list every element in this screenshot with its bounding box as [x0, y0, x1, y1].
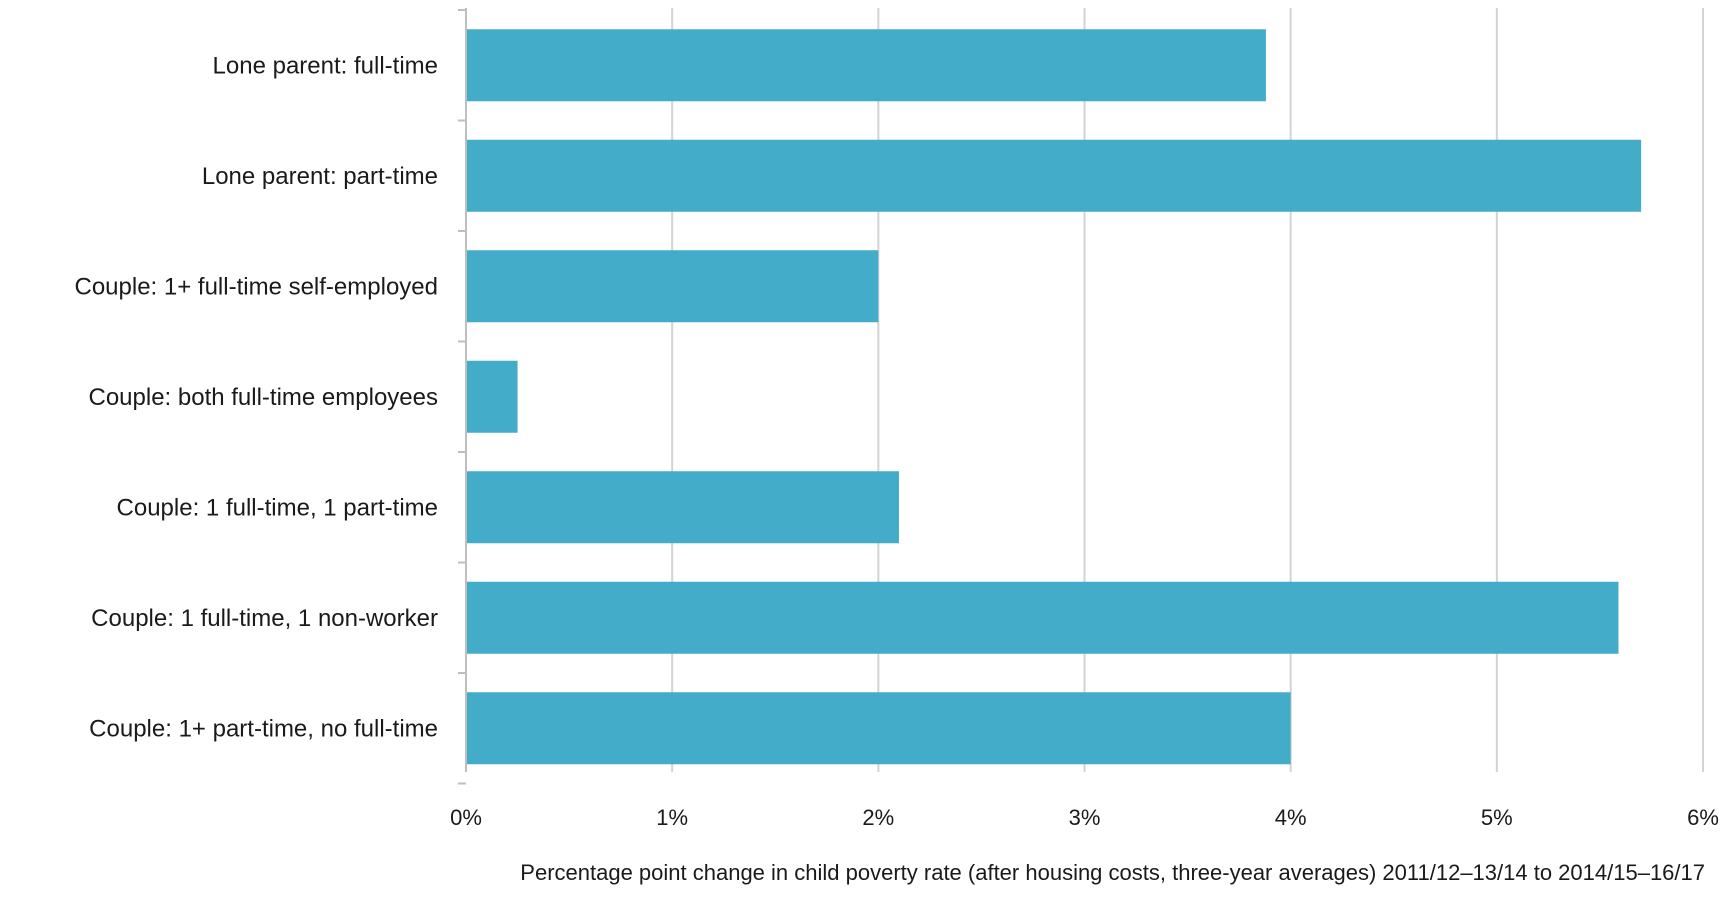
category-label: Couple: 1 full-time, 1 non-worker — [91, 605, 438, 632]
x-tick-label: 3% — [1069, 805, 1101, 830]
category-label: Couple: 1+ full-time self-employed — [74, 273, 438, 300]
bar — [467, 581, 1619, 654]
gridlines — [458, 8, 1704, 785]
x-tick-label: 5% — [1481, 805, 1513, 830]
bar — [467, 360, 518, 433]
bar — [467, 471, 899, 544]
category-label: Lone parent: full-time — [213, 52, 438, 79]
x-tick-labels: 0% 1% 2% 3% 4% 5% 6% — [450, 805, 1719, 830]
x-tick-label: 4% — [1275, 805, 1307, 830]
x-tick-label: 1% — [656, 805, 688, 830]
x-tick-label: 0% — [450, 805, 482, 830]
bars — [467, 29, 1642, 765]
bar — [467, 29, 1266, 102]
category-labels: Lone parent: full-time Lone parent: part-… — [74, 52, 438, 742]
category-label: Couple: 1+ part-time, no full-time — [89, 715, 438, 742]
category-label: Lone parent: part-time — [202, 163, 438, 190]
bar — [467, 250, 879, 323]
bar — [467, 692, 1291, 765]
bar — [467, 139, 1642, 212]
category-label: Couple: both full-time employees — [88, 384, 438, 411]
x-tick-label: 6% — [1687, 805, 1719, 830]
x-tick-label: 2% — [862, 805, 894, 830]
x-axis-title: Percentage point change in child poverty… — [520, 860, 1705, 885]
category-label: Couple: 1 full-time, 1 part-time — [117, 494, 438, 521]
